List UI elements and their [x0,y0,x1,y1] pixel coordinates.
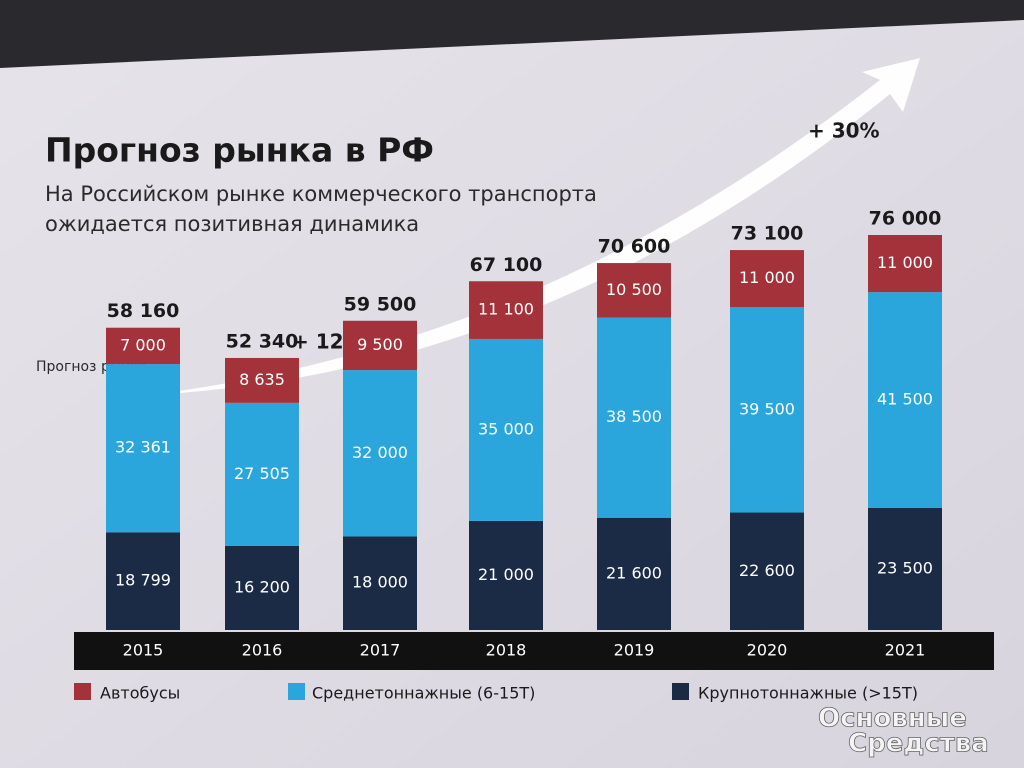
total-label: 76 000 [869,208,942,230]
bar-segment [343,370,417,537]
bar-segment [225,545,299,630]
annotation: + 30% [808,119,880,143]
bar-segment [868,507,942,630]
bar-segment [597,517,671,630]
value-label: 32 000 [352,443,408,462]
legend-swatch [74,683,91,700]
value-label: 27 505 [234,464,290,483]
value-label: 7 000 [120,335,166,354]
bar-segment [106,532,180,630]
x-tick-label: 2021 [885,641,926,660]
value-label: 11 000 [877,253,933,272]
category-band [74,632,994,670]
value-label: 21 000 [478,565,534,584]
bar-segment [343,536,417,630]
value-label: 9 500 [357,335,403,354]
total-label: 58 160 [107,300,180,322]
value-label: 39 500 [739,399,795,418]
value-label: 10 500 [606,280,662,299]
value-label: 11 000 [739,268,795,287]
value-label: 35 000 [478,419,534,438]
bar-segment [106,364,180,533]
bar-segment [106,327,180,365]
value-label: 38 500 [606,407,662,426]
bar-segment [469,338,543,521]
value-label: 18 000 [352,573,408,592]
value-label: 23 500 [877,558,933,577]
x-tick-label: 2018 [486,641,527,660]
x-tick-label: 2020 [747,641,788,660]
value-label: 16 200 [234,577,290,596]
bar-segment [730,307,804,513]
bar-segment [868,235,942,293]
watermark: Средства [848,729,989,759]
bar-segment [868,292,942,508]
legend-swatch [288,683,305,700]
plot-area: 18 799 32 361 7 000 58 160 2015 16 200 27 505 8… [106,208,942,660]
x-tick-label: 2019 [614,641,655,660]
value-label: 41 500 [877,390,933,409]
bar-segment [469,520,543,630]
chart-subtitle: ожидается позитивная динамика [45,212,419,236]
total-label: 59 500 [344,293,417,315]
bar-segment [343,320,417,371]
legend-label: Среднетоннажные (6-15Т) [312,684,535,703]
legend-label: Автобусы [100,684,180,703]
value-label: 32 361 [115,438,171,457]
watermark: Основные [818,704,967,734]
legend: Автобусы Среднетоннажные (6-15Т) Крупнотон… [74,683,918,703]
bar-segment [597,317,671,518]
bar-segment [597,263,671,318]
bar-segment [469,281,543,339]
value-label: 11 100 [478,300,534,319]
chart-title: Прогноз рынка в РФ [45,131,434,170]
value-label: 18 799 [115,571,171,590]
legend-label: Крупнотоннажные (>15Т) [698,684,918,703]
x-tick-label: 2016 [242,641,283,660]
bar-segment [730,512,804,630]
value-label: 8 635 [239,370,285,389]
chart-subtitle: На Российском рынке коммерческого трансп… [45,182,597,206]
x-tick-label: 2017 [360,641,401,660]
total-label: 70 600 [598,236,671,258]
bar-segment [225,402,299,546]
value-label: 22 600 [739,561,795,580]
total-label: 73 100 [731,223,804,245]
value-label: 21 600 [606,563,662,582]
x-tick-label: 2015 [123,641,164,660]
bar-segment [730,250,804,308]
total-label: 52 340 [226,330,299,352]
bar-segment [225,357,299,403]
total-label: 67 100 [470,254,543,276]
legend-swatch [672,683,689,700]
